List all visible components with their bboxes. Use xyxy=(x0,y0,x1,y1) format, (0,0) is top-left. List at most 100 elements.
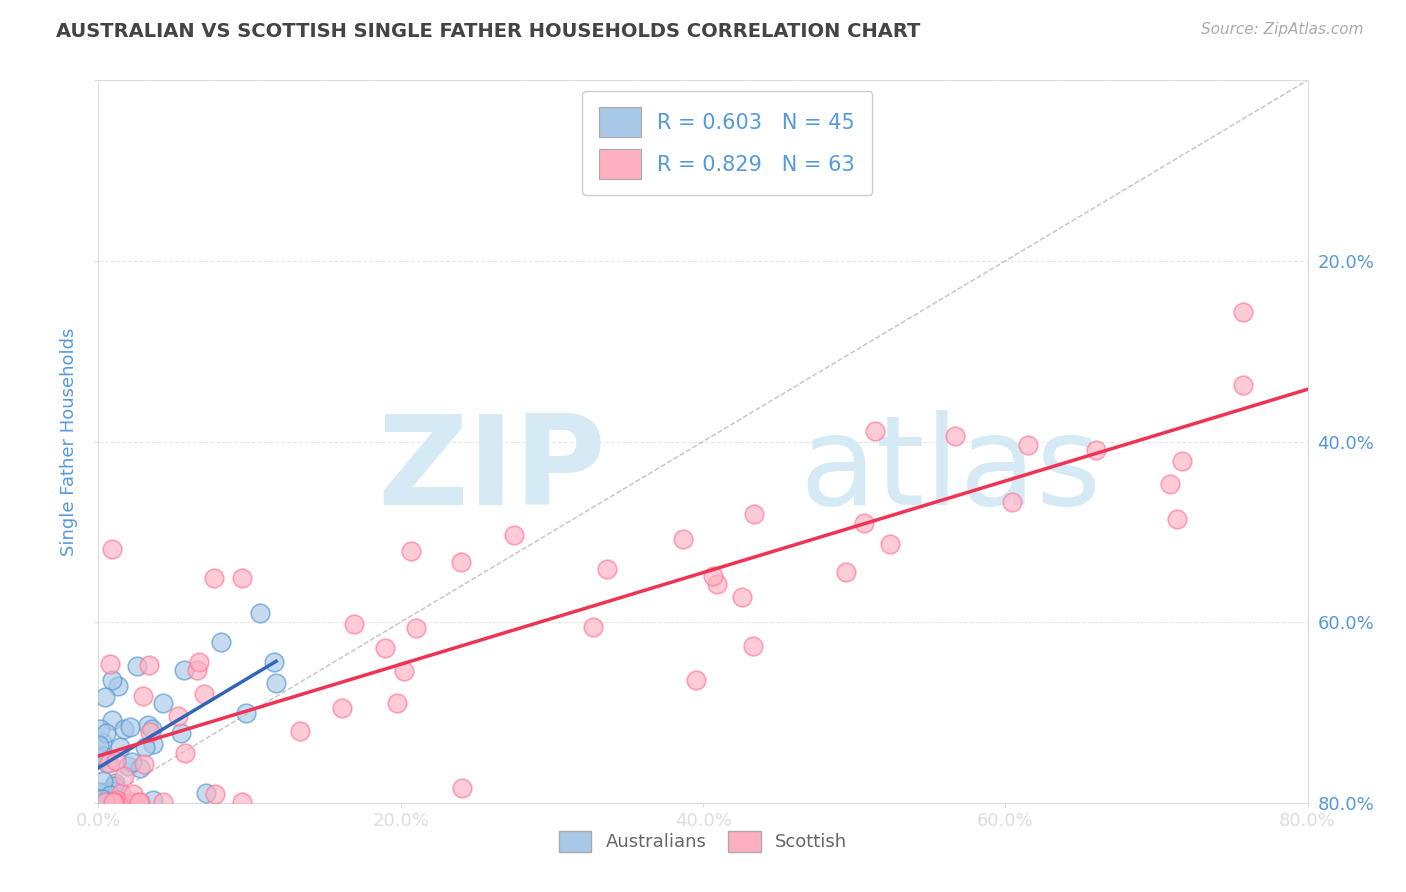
Y-axis label: Single Father Households: Single Father Households xyxy=(60,327,79,556)
Text: AUSTRALIAN VS SCOTTISH SINGLE FATHER HOUSEHOLDS CORRELATION CHART: AUSTRALIAN VS SCOTTISH SINGLE FATHER HOU… xyxy=(56,22,921,41)
Text: ZIP: ZIP xyxy=(378,410,606,531)
Point xyxy=(128,795,150,809)
Point xyxy=(401,544,423,558)
Point xyxy=(152,795,174,809)
Point xyxy=(167,709,190,723)
Point xyxy=(104,754,127,768)
Point xyxy=(450,555,472,569)
Point xyxy=(263,655,285,669)
Point xyxy=(1159,476,1181,491)
Point xyxy=(122,795,145,809)
Point xyxy=(94,690,117,705)
Point xyxy=(209,635,232,649)
Point xyxy=(138,725,160,739)
Point xyxy=(231,571,253,585)
Point xyxy=(702,569,724,583)
Point xyxy=(195,786,218,800)
Point xyxy=(91,795,114,809)
Point xyxy=(105,795,128,809)
Point xyxy=(101,795,124,809)
Point xyxy=(136,718,159,732)
Point xyxy=(742,507,765,521)
Point xyxy=(103,779,125,793)
Point xyxy=(108,794,131,808)
Point xyxy=(134,740,156,755)
Point xyxy=(503,528,526,542)
Point xyxy=(125,659,148,673)
Text: atlas: atlas xyxy=(800,410,1102,531)
Point xyxy=(685,673,707,688)
Point xyxy=(117,759,139,773)
Point xyxy=(943,428,966,442)
Point xyxy=(706,576,728,591)
Point xyxy=(91,749,114,764)
Point xyxy=(131,689,153,703)
Point xyxy=(394,664,416,678)
Point xyxy=(101,673,124,687)
Point xyxy=(97,795,120,809)
Point xyxy=(107,679,129,693)
Point xyxy=(120,720,142,734)
Point xyxy=(101,713,124,727)
Point xyxy=(1000,494,1022,508)
Point xyxy=(835,565,858,579)
Point xyxy=(235,706,257,721)
Point xyxy=(103,795,125,809)
Point xyxy=(110,739,132,754)
Point xyxy=(87,738,110,752)
Point xyxy=(112,769,135,783)
Point xyxy=(87,784,110,798)
Point xyxy=(173,663,195,677)
Point xyxy=(853,516,876,531)
Point xyxy=(142,793,165,807)
Point xyxy=(101,784,124,798)
Point xyxy=(879,537,901,551)
Point xyxy=(94,726,117,740)
Point xyxy=(128,795,150,809)
Point xyxy=(188,655,211,669)
Point xyxy=(330,700,353,714)
Point xyxy=(249,606,271,620)
Point xyxy=(91,785,114,799)
Point xyxy=(96,756,118,770)
Legend: Australians, Scottish: Australians, Scottish xyxy=(551,823,855,859)
Point xyxy=(343,617,366,632)
Point xyxy=(142,737,165,751)
Point xyxy=(101,541,124,556)
Point xyxy=(1232,305,1254,319)
Point xyxy=(1232,377,1254,392)
Point xyxy=(186,663,208,677)
Point xyxy=(105,795,128,809)
Point xyxy=(91,792,114,806)
Point xyxy=(89,722,111,736)
Point xyxy=(122,787,145,801)
Point xyxy=(170,725,193,739)
Point xyxy=(863,424,886,438)
Point xyxy=(405,621,427,635)
Point xyxy=(742,639,765,653)
Point xyxy=(451,781,474,796)
Point xyxy=(174,746,197,760)
Point xyxy=(231,795,253,809)
Point xyxy=(138,657,160,672)
Point xyxy=(91,735,114,749)
Point xyxy=(596,562,619,576)
Point xyxy=(374,640,396,655)
Point xyxy=(671,532,693,546)
Point xyxy=(193,687,215,701)
Point xyxy=(582,620,605,634)
Point xyxy=(104,776,127,790)
Point xyxy=(112,723,135,737)
Point xyxy=(121,755,143,769)
Point xyxy=(204,787,226,801)
Point xyxy=(89,750,111,764)
Point xyxy=(288,723,311,738)
Point xyxy=(98,789,121,803)
Point xyxy=(97,756,120,770)
Point xyxy=(152,697,174,711)
Point xyxy=(94,795,117,809)
Point xyxy=(1017,438,1039,452)
Point xyxy=(204,571,226,585)
Point xyxy=(129,761,152,775)
Point xyxy=(103,795,125,809)
